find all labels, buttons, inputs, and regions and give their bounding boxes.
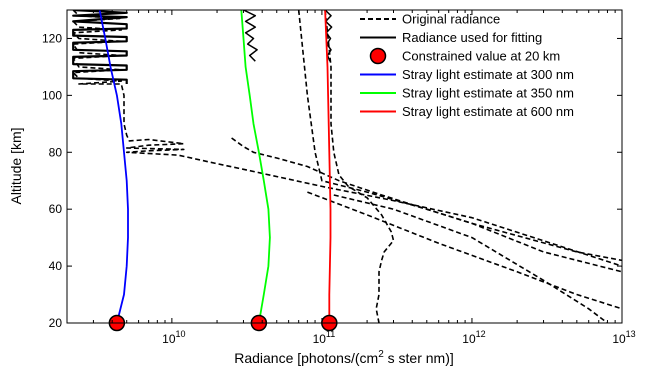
legend-entry-3: Stray light estimate at 300 nm xyxy=(360,67,574,82)
legend-entry-2: Constrained value at 20 km xyxy=(369,47,560,65)
legend-entry-0: Original radiance xyxy=(360,12,500,27)
x-axis-label-superscript: 2 xyxy=(378,349,384,360)
x-tick-label: 1012 xyxy=(462,329,485,346)
series-layer xyxy=(72,10,622,323)
y-tick-label: 120 xyxy=(42,31,62,45)
legend-label: Stray light estimate at 600 nm xyxy=(402,104,574,119)
plot-frame xyxy=(66,9,623,324)
legend-entry-5: Stray light estimate at 600 nm xyxy=(360,104,574,119)
series-line-2 xyxy=(324,10,395,323)
y-tick-label: 60 xyxy=(49,202,63,216)
y-tick-label: 20 xyxy=(49,316,63,330)
series-line-9 xyxy=(98,10,129,323)
legend-marker-icon xyxy=(369,47,387,65)
legend-entry-4: Stray light estimate at 350 nm xyxy=(360,86,574,101)
x-tick-label: 1010 xyxy=(162,329,185,346)
x-tick-label: 1013 xyxy=(612,329,635,346)
x-tick-label: 1011 xyxy=(313,329,336,346)
series-line-7 xyxy=(243,10,258,62)
y-tick-label: 40 xyxy=(49,259,63,273)
series-line-1 xyxy=(231,137,622,273)
y-axis-ticks: 20 40 60 80 100 120 xyxy=(42,31,622,330)
series-line-5 xyxy=(307,191,622,310)
series-line-11 xyxy=(324,10,332,323)
series-line-3 xyxy=(297,10,622,262)
series-line-6 xyxy=(72,10,128,84)
y-axis-label: Altitude [km] xyxy=(8,127,24,204)
series-line-4 xyxy=(333,194,608,323)
series-line-10 xyxy=(240,10,271,323)
legend: Original radiance Radiance used for fitti… xyxy=(360,12,574,119)
legend-label: Stray light estimate at 300 nm xyxy=(402,67,574,82)
x-axis-label: Radiance [photons/(cm2 s ster nm)] xyxy=(234,349,454,366)
x-axis-ticks: 1010 1011 1012 1013 xyxy=(66,10,636,346)
y-tick-label: 80 xyxy=(49,145,63,159)
legend-label: Radiance used for fitting xyxy=(402,30,542,45)
legend-label: Stray light estimate at 350 nm xyxy=(402,86,574,101)
legend-entry-1: Radiance used for fitting xyxy=(360,30,542,45)
y-tick-label: 100 xyxy=(42,88,62,102)
series-line-8 xyxy=(324,10,333,62)
legend-label: Constrained value at 20 km xyxy=(402,49,560,64)
legend-label: Original radiance xyxy=(402,12,500,27)
